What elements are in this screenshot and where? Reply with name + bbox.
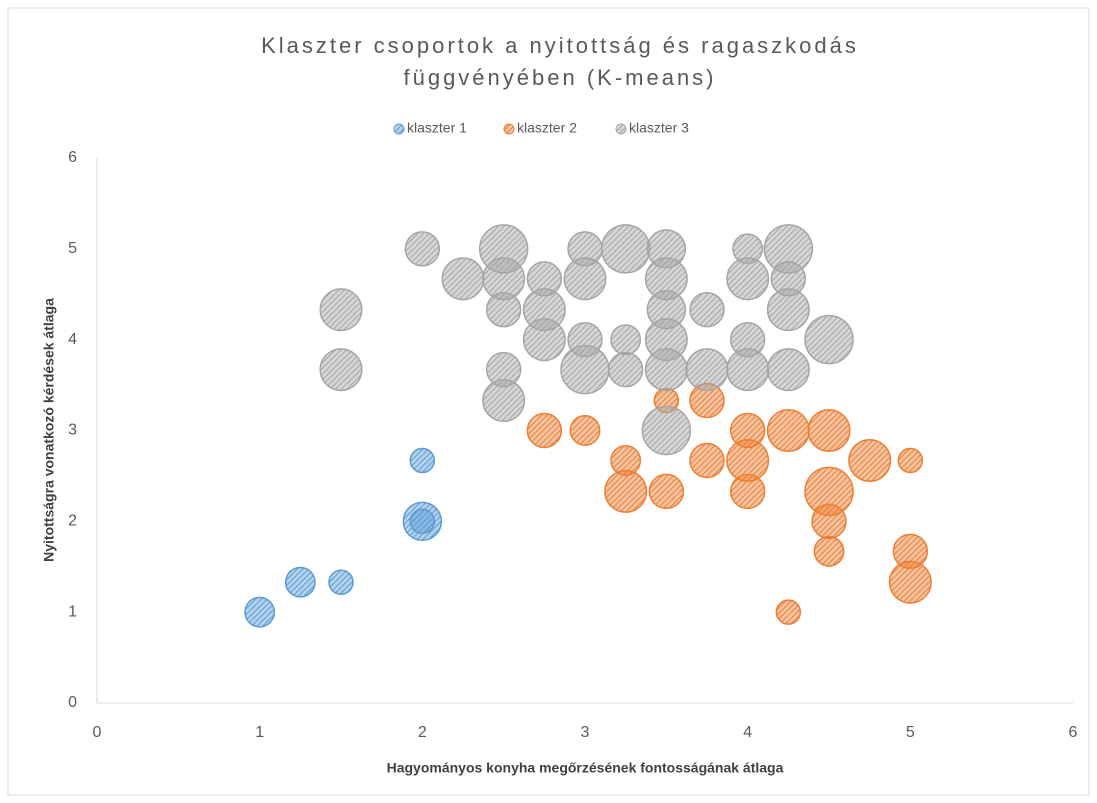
legend-label: klaszter 3 [629, 120, 689, 136]
bubble [441, 257, 485, 301]
chart-title: függvényében (K-means) [403, 65, 716, 90]
legend-marker [393, 123, 405, 135]
bubble [485, 291, 522, 328]
bubble [766, 348, 810, 392]
bubble [644, 348, 688, 392]
y-tick-label: 0 [68, 694, 77, 711]
bubble [482, 378, 526, 423]
x-tick-label: 5 [906, 724, 915, 741]
x-tick-label: 0 [93, 724, 102, 741]
bubble [766, 408, 810, 453]
y-axis-title: Nyitottságra vonatkozó kérdések átlaga [41, 298, 57, 562]
x-tick-label: 6 [1069, 724, 1078, 741]
bubble [811, 503, 847, 540]
bubble [726, 257, 770, 301]
bubble [526, 412, 563, 449]
bubble [804, 314, 854, 365]
bubble [689, 291, 725, 328]
x-tick-label: 4 [743, 724, 752, 741]
bubble [729, 473, 766, 510]
legend-label: klaszter 2 [517, 120, 577, 136]
bubble [813, 535, 845, 567]
legend-marker [503, 123, 515, 135]
bubble [409, 447, 436, 474]
bubble [600, 224, 651, 274]
legend-label: klaszter 1 [407, 120, 467, 136]
bubble [775, 599, 802, 625]
bubble [404, 231, 441, 267]
bubble [244, 596, 276, 628]
bubble [888, 560, 932, 604]
bubble [848, 438, 892, 483]
chart-frame [7, 7, 1090, 796]
y-tick-label: 1 [68, 603, 77, 620]
y-tick-label: 2 [68, 513, 77, 530]
bubble [284, 566, 316, 598]
bubble [522, 318, 566, 362]
bubble [766, 288, 810, 332]
bubble [569, 415, 601, 446]
bubble [409, 508, 436, 535]
bubble [685, 348, 729, 392]
x-axis-title: Hagyományos konyha megőrzésének fontossá… [387, 760, 784, 776]
bubble [807, 408, 851, 453]
bubble [604, 469, 648, 513]
bubble [563, 257, 607, 301]
bubble [319, 288, 363, 332]
bubble [328, 569, 354, 595]
bubble [610, 324, 642, 356]
y-tick-label: 4 [68, 331, 77, 348]
x-tick-label: 3 [581, 724, 590, 741]
bubble [560, 344, 610, 395]
bubble [648, 473, 685, 510]
y-tick-label: 5 [68, 240, 77, 257]
y-tick-label: 6 [68, 149, 77, 166]
bubble [319, 348, 363, 392]
chart-title: Klaszter csoportok a nyitottság és ragas… [261, 33, 859, 58]
legend-marker [615, 123, 627, 135]
bubble [607, 351, 644, 388]
x-tick-label: 1 [255, 724, 264, 741]
x-tick-label: 2 [418, 724, 427, 741]
bubble [641, 405, 692, 456]
bubble [689, 442, 725, 479]
bubble [726, 348, 770, 392]
y-tick-label: 3 [68, 422, 77, 439]
bubble [897, 447, 924, 474]
